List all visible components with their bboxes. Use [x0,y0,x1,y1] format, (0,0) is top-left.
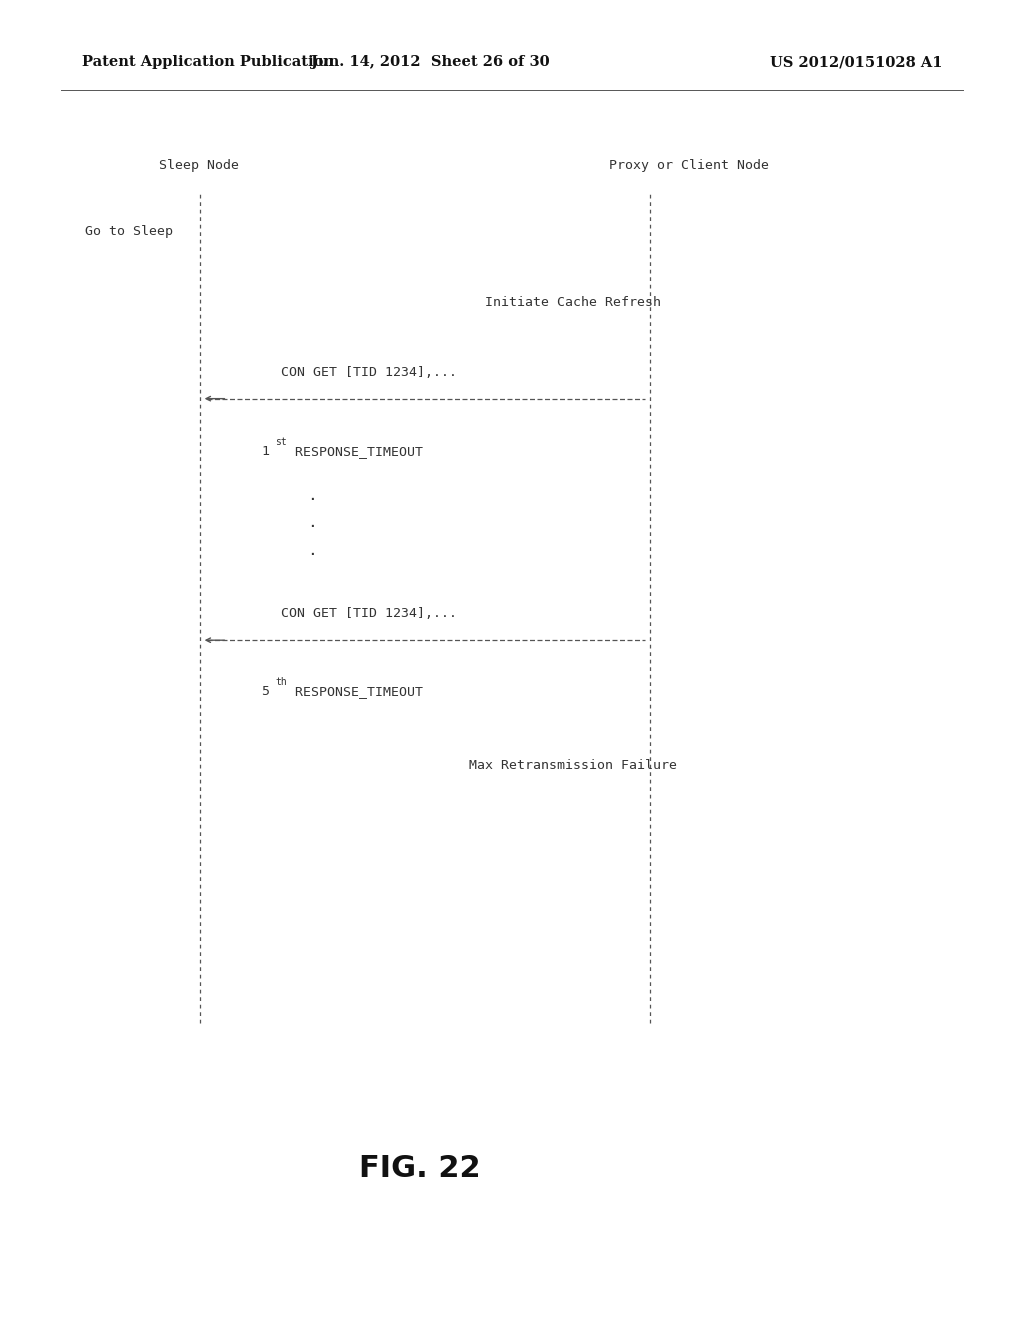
Text: CON GET [TID 1234],...: CON GET [TID 1234],... [281,366,457,379]
Text: US 2012/0151028 A1: US 2012/0151028 A1 [770,55,942,70]
Text: Proxy or Client Node: Proxy or Client Node [609,158,769,172]
Text: Jun. 14, 2012  Sheet 26 of 30: Jun. 14, 2012 Sheet 26 of 30 [310,55,550,70]
Text: FIG. 22: FIG. 22 [359,1154,480,1183]
Text: Max Retransmission Failure: Max Retransmission Failure [469,759,678,772]
Text: RESPONSE_TIMEOUT: RESPONSE_TIMEOUT [287,445,423,458]
Text: 5: 5 [261,685,269,698]
Text: st: st [275,437,287,447]
Text: Sleep Node: Sleep Node [159,158,239,172]
Text: th: th [275,677,287,688]
Text: RESPONSE_TIMEOUT: RESPONSE_TIMEOUT [287,685,423,698]
Text: .: . [307,487,317,503]
Text: 1: 1 [261,445,269,458]
Text: .: . [307,515,317,531]
Text: Go to Sleep: Go to Sleep [85,224,173,238]
Text: .: . [307,543,317,558]
Text: CON GET [TID 1234],...: CON GET [TID 1234],... [281,607,457,620]
Text: Initiate Cache Refresh: Initiate Cache Refresh [485,296,662,309]
Text: Patent Application Publication: Patent Application Publication [82,55,334,70]
